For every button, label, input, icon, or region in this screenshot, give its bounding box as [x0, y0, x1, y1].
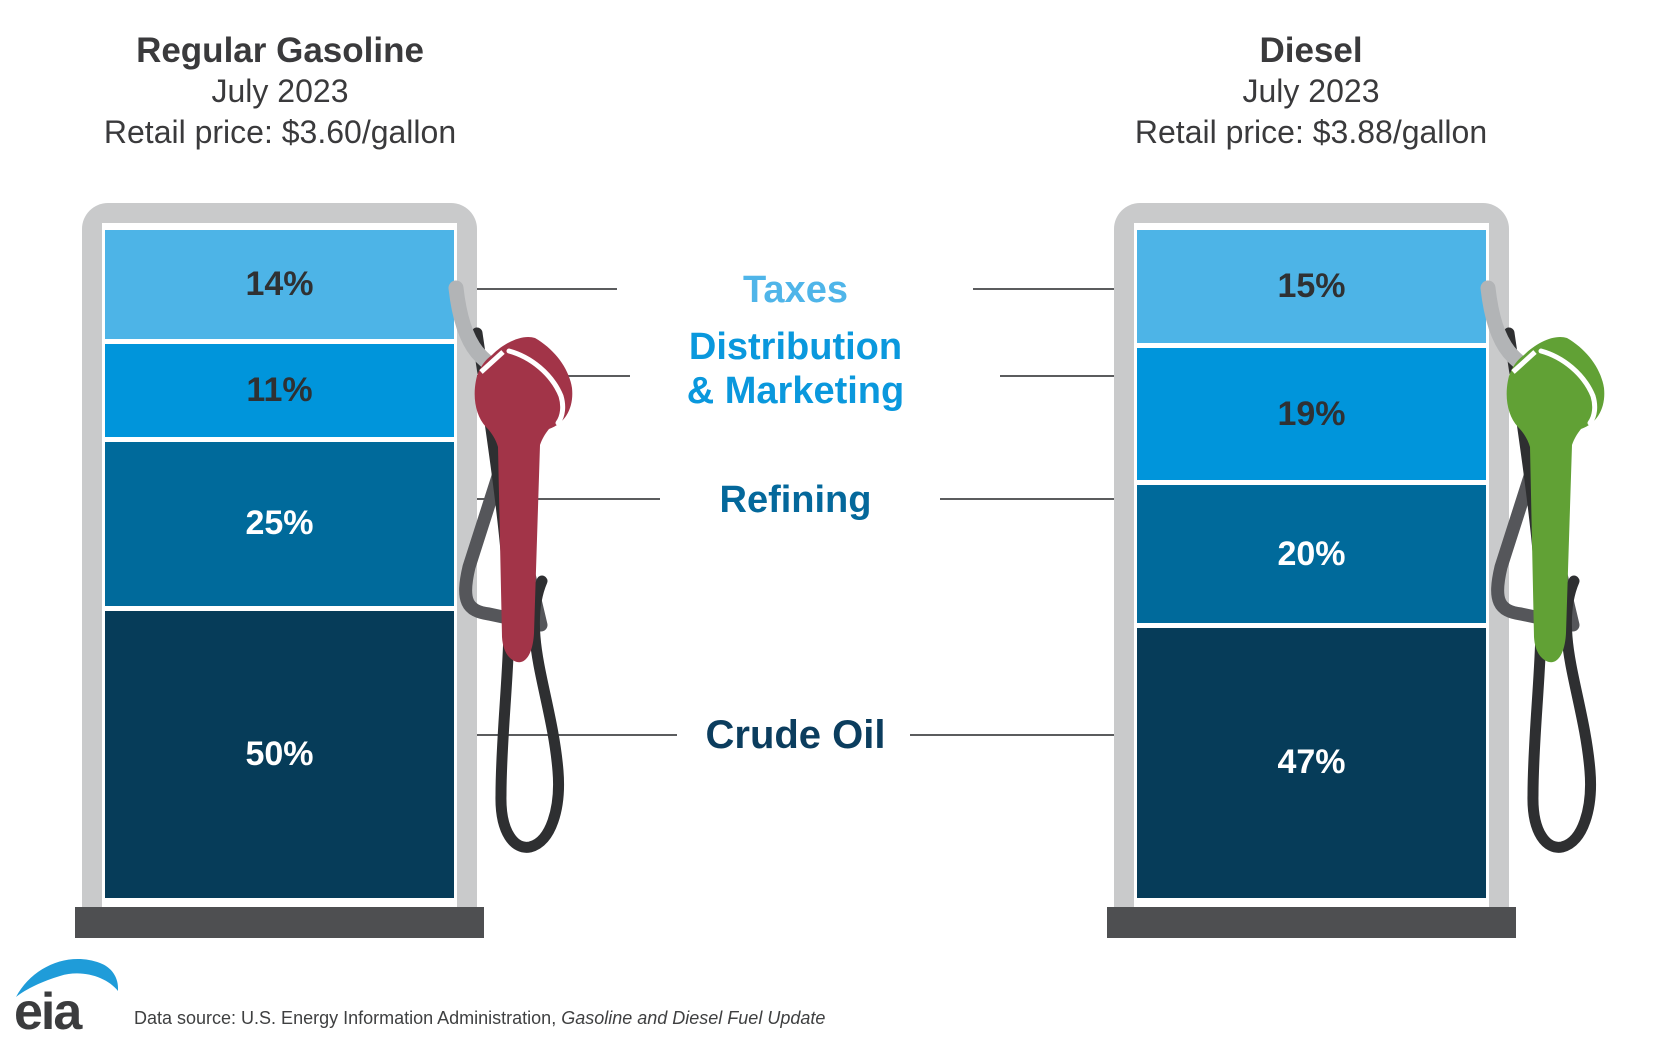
segment-crude-oil: 50%	[105, 610, 454, 898]
segment-distribution-marketing: 19%	[1137, 347, 1486, 481]
segment-crude-oil: 47%	[1137, 627, 1486, 899]
segment-distribution-marketing: 11%	[105, 343, 454, 438]
segment-taxes: 14%	[105, 230, 454, 339]
gasoline-pump-column: 14% 11% 25% 50%	[82, 203, 477, 907]
leader-line-crude-oil-right	[910, 734, 1114, 736]
leader-line-taxes-left	[477, 288, 617, 290]
diesel-pump-body: 15% 19% 20% 47%	[1134, 223, 1489, 907]
component-label-taxes: Taxes	[743, 269, 848, 311]
segment-percent-label: 14%	[245, 264, 314, 303]
eia-logo-swoosh	[16, 958, 119, 997]
eia-logo: eia	[14, 958, 119, 1041]
gasoline-retail-price: Retail price: $3.60/gallon	[103, 114, 457, 150]
data-source-prefix: Data source: U.S. Energy Information Adm…	[134, 1008, 562, 1028]
segment-refining: 25%	[105, 442, 454, 606]
nozzle-body	[474, 336, 573, 663]
nozzle-accent-line	[1538, 348, 1598, 426]
nozzle-handle	[459, 460, 548, 632]
diesel-title-block: Diesel July 2023 Retail price: $3.88/gal…	[1101, 30, 1521, 153]
gasoline-title: Regular Gasoline	[136, 31, 424, 70]
segment-percent-label: 19%	[1277, 394, 1346, 433]
diesel-title: Diesel	[1259, 31, 1363, 70]
segment-percent-label: 20%	[1277, 534, 1346, 573]
segment-percent-label: 47%	[1277, 743, 1346, 782]
gasoline-pump-base	[75, 907, 484, 938]
segment-refining: 20%	[1137, 485, 1486, 623]
nozzle-spout-notch	[479, 350, 505, 374]
component-label-crude-oil: Crude Oil	[705, 713, 886, 757]
leader-line-taxes-right	[973, 288, 1114, 290]
segment-percent-label: 25%	[245, 504, 314, 543]
nozzle-body	[1506, 336, 1605, 663]
diesel-nozzle-icon	[1480, 280, 1605, 853]
diesel-stacked-segments: 15% 19% 20% 47%	[1137, 230, 1486, 899]
segment-taxes: 15%	[1137, 230, 1486, 343]
gasoline-stacked-segments: 14% 11% 25% 50%	[105, 230, 454, 898]
leader-line-crude-oil-left	[477, 734, 677, 736]
nozzle-accent-line	[506, 348, 566, 426]
segment-percent-label: 50%	[245, 734, 314, 773]
diesel-pump-column: 15% 19% 20% 47%	[1114, 203, 1509, 907]
gasoline-period: July 2023	[211, 73, 349, 109]
gasoline-title-block: Regular Gasoline July 2023 Retail price:…	[70, 30, 490, 153]
nozzle-spout-notch	[1511, 350, 1537, 374]
gasoline-pump-body: 14% 11% 25% 50%	[102, 223, 457, 907]
component-label-refining: Refining	[719, 479, 872, 521]
diesel-pump-base	[1107, 907, 1516, 938]
leader-line-distribution-right	[1000, 375, 1114, 377]
diesel-period: July 2023	[1242, 73, 1380, 109]
nozzle-handle	[1491, 460, 1580, 632]
segment-percent-label: 11%	[246, 370, 313, 409]
leader-line-refining-left	[477, 498, 660, 500]
component-label-distribution-marketing: Distribution & Marketing	[686, 326, 905, 412]
diesel-retail-price: Retail price: $3.88/gallon	[1134, 114, 1488, 150]
data-source-publication: Gasoline and Diesel Fuel Update	[561, 1008, 826, 1028]
gasoline-nozzle-icon	[448, 280, 573, 853]
data-source-text: Data source: U.S. Energy Information Adm…	[134, 1008, 825, 1029]
leader-line-refining-right	[940, 498, 1114, 500]
segment-percent-label: 15%	[1277, 266, 1346, 305]
eia-logo-text: eia	[14, 983, 83, 1041]
